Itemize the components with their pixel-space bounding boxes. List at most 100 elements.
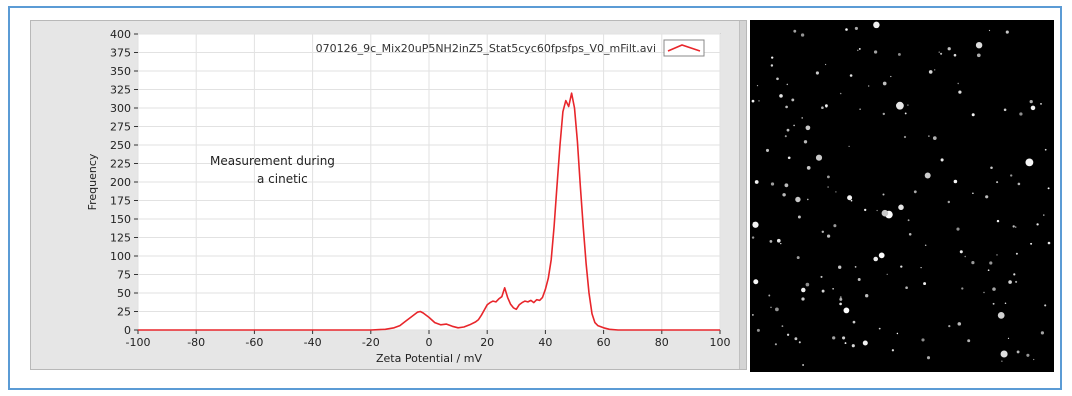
- particle: [780, 242, 782, 245]
- particle: [932, 136, 937, 140]
- y-tick-label: 0: [124, 324, 131, 337]
- y-tick-label: 125: [110, 232, 131, 245]
- y-tick-label: 75: [117, 269, 131, 282]
- particle: [891, 349, 895, 352]
- particle: [857, 49, 859, 52]
- particle: [898, 204, 904, 211]
- zeta-potential-chart: -100 -80 -60 -40 -20 0 20 40 60 80 100 0 25 50 75 100 12…: [86, 28, 731, 365]
- x-tick-label: 100: [710, 336, 731, 349]
- particle: [923, 282, 927, 286]
- y-tick-label: 400: [110, 28, 131, 41]
- particle: [768, 294, 771, 297]
- particle: [928, 70, 933, 74]
- particle: [847, 195, 853, 201]
- particle: [992, 302, 995, 305]
- particle: [926, 356, 931, 360]
- particle: [1029, 99, 1033, 104]
- particle: [920, 266, 922, 269]
- particle: [806, 198, 809, 201]
- particle: [1008, 280, 1012, 284]
- particle: [833, 224, 837, 228]
- particle: [770, 306, 772, 309]
- x-tick-label: 20: [480, 336, 494, 349]
- particle: [784, 135, 787, 138]
- particle: [801, 287, 806, 293]
- particle: [821, 106, 824, 110]
- particle: [1047, 241, 1051, 245]
- x-tick-label: -40: [304, 336, 322, 349]
- particle: [934, 69, 936, 71]
- particle: [996, 181, 999, 184]
- particle: [1040, 331, 1044, 335]
- particle: [947, 200, 951, 204]
- particle: [959, 250, 963, 254]
- particle: [751, 99, 755, 103]
- y-tick-label: 150: [110, 213, 131, 226]
- particle: [843, 307, 850, 314]
- chart-panel-edge: [739, 21, 746, 369]
- y-tick-label: 325: [110, 84, 131, 97]
- particle: [971, 113, 975, 117]
- particle: [800, 33, 805, 37]
- particle: [815, 154, 823, 161]
- particle: [752, 314, 754, 316]
- x-tick-label: 0: [426, 336, 433, 349]
- y-tick-label: 100: [110, 250, 131, 263]
- particle: [802, 364, 805, 366]
- particle: [1019, 112, 1023, 116]
- particle: [805, 282, 810, 287]
- particle: [784, 183, 789, 188]
- particle: [971, 261, 975, 265]
- particle: [793, 29, 797, 33]
- particle: [820, 275, 823, 278]
- particle: [769, 240, 773, 243]
- particle: [964, 255, 966, 258]
- particle: [953, 179, 958, 184]
- particle: [947, 47, 951, 51]
- particle: [1015, 226, 1017, 228]
- y-axis-title: Frequency: [86, 153, 99, 210]
- particle: [776, 77, 779, 81]
- particle: [795, 196, 801, 203]
- axis-ticks: -100 -80 -60 -40 -20 0 20 40 60 80 100 0 25 50 75 100 12…: [110, 28, 731, 349]
- particle: [878, 252, 885, 259]
- particle: [774, 343, 777, 346]
- legend-swatch-line: [667, 44, 701, 52]
- particle: [967, 339, 971, 343]
- particle: [896, 101, 904, 110]
- particle: [976, 53, 981, 58]
- particle: [770, 64, 774, 67]
- particle: [753, 279, 759, 285]
- particle: [862, 340, 868, 346]
- particle: [770, 182, 775, 186]
- particle: [798, 341, 801, 344]
- particle: [851, 344, 855, 348]
- particle: [985, 195, 989, 199]
- particle: [752, 221, 759, 228]
- particle: [797, 215, 801, 219]
- particle: [842, 336, 846, 340]
- particle: [878, 327, 881, 330]
- particle: [821, 289, 825, 293]
- particle: [924, 172, 931, 179]
- particle: [956, 227, 960, 231]
- particle: [786, 83, 789, 86]
- particle: [882, 81, 887, 86]
- particle: [839, 302, 842, 306]
- particle: [801, 297, 805, 301]
- particle: [826, 175, 830, 179]
- particle: [988, 29, 991, 32]
- particle: [1007, 337, 1010, 340]
- particle: [1025, 158, 1034, 167]
- particle: [785, 105, 788, 109]
- particle: [1016, 350, 1020, 354]
- particle-layer: [751, 21, 1051, 366]
- particle: [786, 333, 790, 336]
- particle: [835, 191, 837, 193]
- particle: [972, 192, 974, 194]
- particle: [957, 322, 962, 326]
- particle: [779, 94, 783, 98]
- y-tick-label: 300: [110, 102, 131, 115]
- particle: [1015, 280, 1018, 283]
- particle: [1047, 187, 1050, 190]
